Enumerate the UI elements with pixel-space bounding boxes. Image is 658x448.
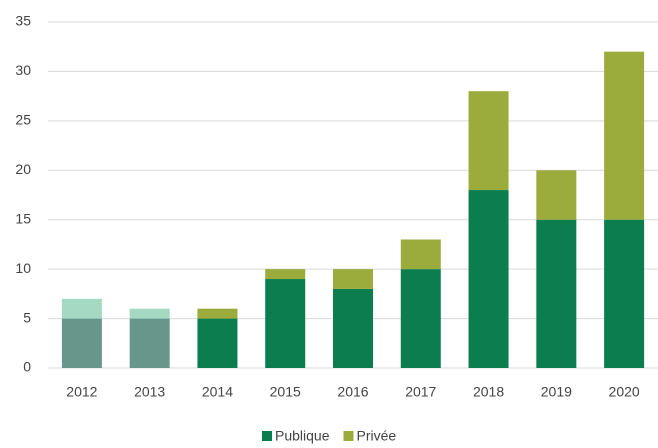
x-tick-label: 2018 bbox=[473, 384, 504, 400]
x-tick-label: 2017 bbox=[405, 384, 436, 400]
x-tick-label: 2019 bbox=[541, 384, 572, 400]
legend-label: Privée bbox=[357, 428, 397, 444]
bar-segment bbox=[604, 219, 645, 368]
bar-segment bbox=[400, 239, 441, 270]
bar-segment bbox=[61, 318, 102, 368]
bar-segment bbox=[468, 91, 509, 191]
legend-swatch bbox=[343, 431, 354, 441]
y-tick-label: 5 bbox=[23, 309, 31, 325]
bar-segment bbox=[604, 51, 645, 220]
bar-segment bbox=[265, 269, 306, 280]
x-tick-label: 2020 bbox=[609, 384, 640, 400]
bar-segment bbox=[197, 318, 238, 368]
x-tick-label: 2013 bbox=[134, 384, 165, 400]
y-tick-label: 25 bbox=[15, 112, 31, 128]
x-tick-label: 2014 bbox=[202, 384, 233, 400]
bar-segment bbox=[400, 269, 441, 368]
y-tick-label: 20 bbox=[15, 161, 31, 177]
bar-segment bbox=[333, 269, 373, 289]
x-tick-label: 2012 bbox=[66, 384, 97, 400]
bar-segment bbox=[536, 219, 577, 368]
bar-segment bbox=[333, 288, 373, 368]
bar-segment bbox=[536, 170, 577, 220]
x-tick-label: 2015 bbox=[270, 384, 301, 400]
y-tick-label: 15 bbox=[15, 210, 31, 226]
bar-segment bbox=[61, 298, 102, 319]
legend-label: Publique bbox=[275, 428, 330, 444]
bar-segment bbox=[468, 190, 509, 368]
x-tick-label: 2016 bbox=[337, 384, 368, 400]
y-tick-label: 30 bbox=[15, 62, 31, 78]
legend-swatch bbox=[262, 431, 272, 441]
y-tick-label: 10 bbox=[15, 260, 31, 276]
y-tick-label: 35 bbox=[15, 13, 31, 29]
bar-segment bbox=[265, 279, 306, 368]
bar-segment bbox=[129, 308, 170, 319]
y-tick-label: 0 bbox=[23, 359, 31, 375]
bar-segment bbox=[197, 308, 238, 319]
bar-segment bbox=[129, 318, 170, 368]
